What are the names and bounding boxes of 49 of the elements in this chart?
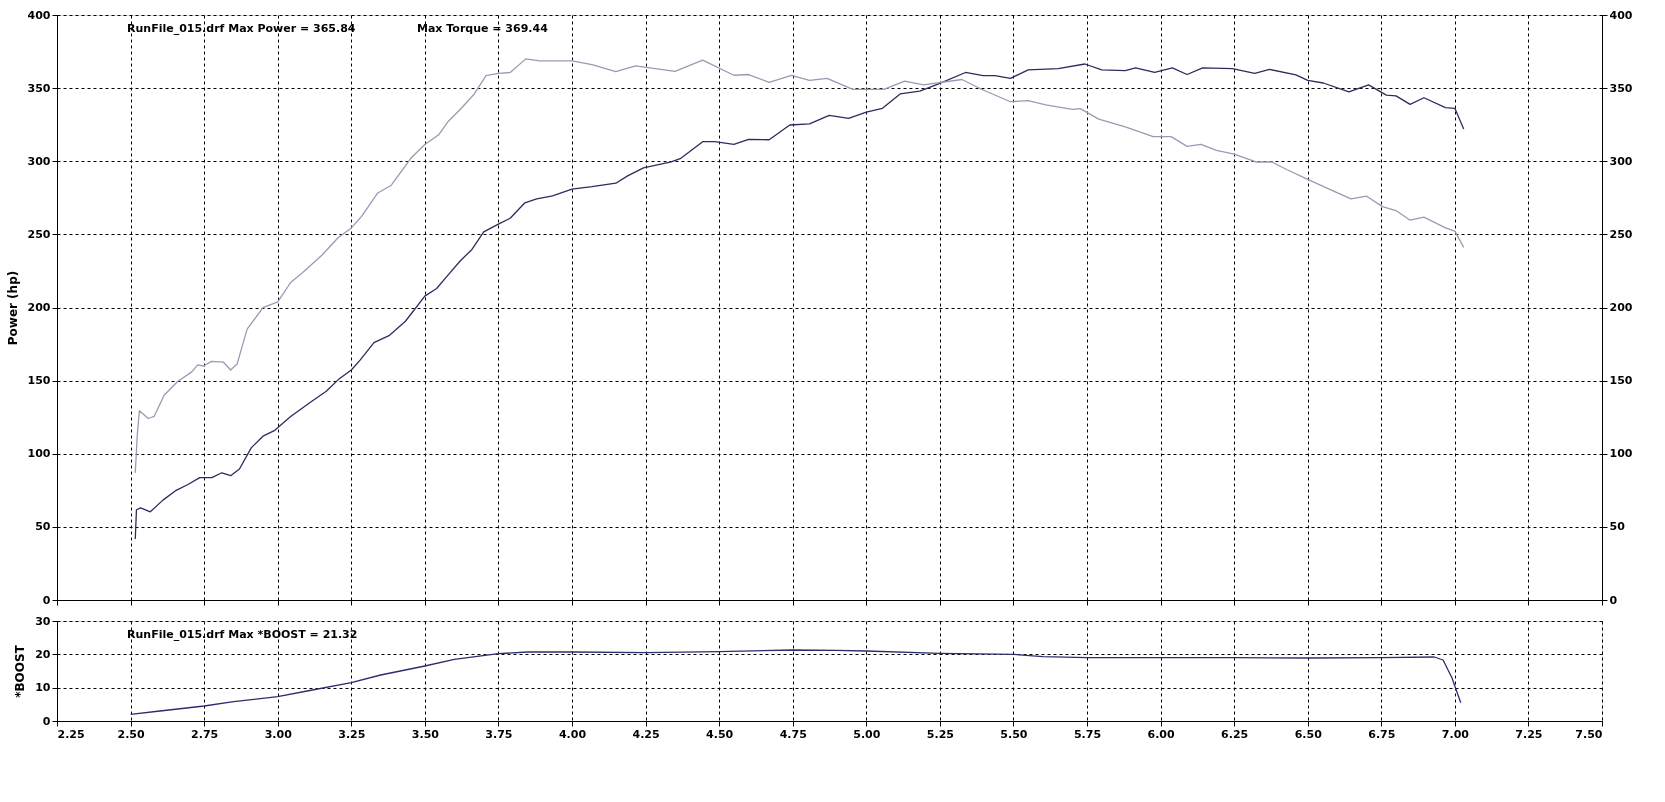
x-tick-label: 4.50 <box>706 727 734 741</box>
x-tick-label: 4.00 <box>558 727 587 741</box>
y-tick-label: 30 <box>35 614 51 628</box>
y-tick-label: 0 <box>42 714 51 728</box>
y-tick-label: 400 <box>27 8 51 22</box>
y-tick-label: 10 <box>35 681 51 695</box>
y-axis-title: *BOOST <box>13 644 28 698</box>
y2-tick-label: 400 <box>1609 8 1633 22</box>
y2-tick-label: 200 <box>1609 301 1633 314</box>
x-tick-label: 2.75 <box>191 727 219 741</box>
x-tick-label: 3.50 <box>411 727 440 741</box>
x-tick-label: 7.25 <box>1515 727 1543 741</box>
x-tick-label: 4.25 <box>632 727 660 741</box>
y2-tick-label: 250 <box>1609 227 1633 241</box>
x-tick-label: 6.75 <box>1368 727 1396 741</box>
y2-tick-label: 300 <box>1609 154 1633 168</box>
y-tick-label: 300 <box>27 154 51 168</box>
annotation: RunFile_015.drf Max *BOOST = 21.32 <box>127 628 358 641</box>
x-tick-label: 3.00 <box>264 727 293 741</box>
x-tick-label: 5.25 <box>926 727 954 741</box>
x-tick-label: 5.75 <box>1073 727 1102 741</box>
x-tick-label: 2.25 <box>57 727 85 741</box>
y-tick-label: 50 <box>35 520 51 534</box>
annotation: RunFile_015.drf Max Power = 365.84 <box>127 22 356 35</box>
y-tick-label: 0 <box>42 593 51 607</box>
x-tick-label: 6.50 <box>1294 727 1323 741</box>
y2-tick-label: 350 <box>1609 81 1633 95</box>
y-tick-label: 150 <box>27 374 51 388</box>
y-axis-title: Power (hp) <box>5 270 20 346</box>
x-tick-label: 7.50 <box>1575 727 1603 741</box>
y-tick-label: 20 <box>35 647 51 661</box>
y-tick-label: 350 <box>27 81 51 95</box>
y2-tick-label: 100 <box>1609 447 1633 461</box>
line-series <box>129 649 1462 715</box>
x-tick-label: 2.50 <box>117 727 145 741</box>
x-tick-label: 3.75 <box>485 727 513 741</box>
x-tick-label: 6.25 <box>1221 727 1249 741</box>
x-tick-label: 7.00 <box>1441 727 1470 741</box>
x-tick-label: 3.25 <box>338 727 366 741</box>
x-tick-label: 5.50 <box>1000 727 1028 741</box>
x-tick-label: 5.00 <box>853 727 881 741</box>
y2-tick-label: 50 <box>1609 520 1626 534</box>
x-tick-label: 6.00 <box>1147 727 1175 741</box>
y-tick-label: 200 <box>27 301 51 314</box>
y2-tick-label: 150 <box>1609 374 1633 388</box>
y-tick-label: 100 <box>27 447 51 461</box>
x-tick-label: 4.75 <box>779 727 807 741</box>
y-tick-label: 250 <box>27 227 51 241</box>
y2-tick-label: 0 <box>1609 593 1618 607</box>
